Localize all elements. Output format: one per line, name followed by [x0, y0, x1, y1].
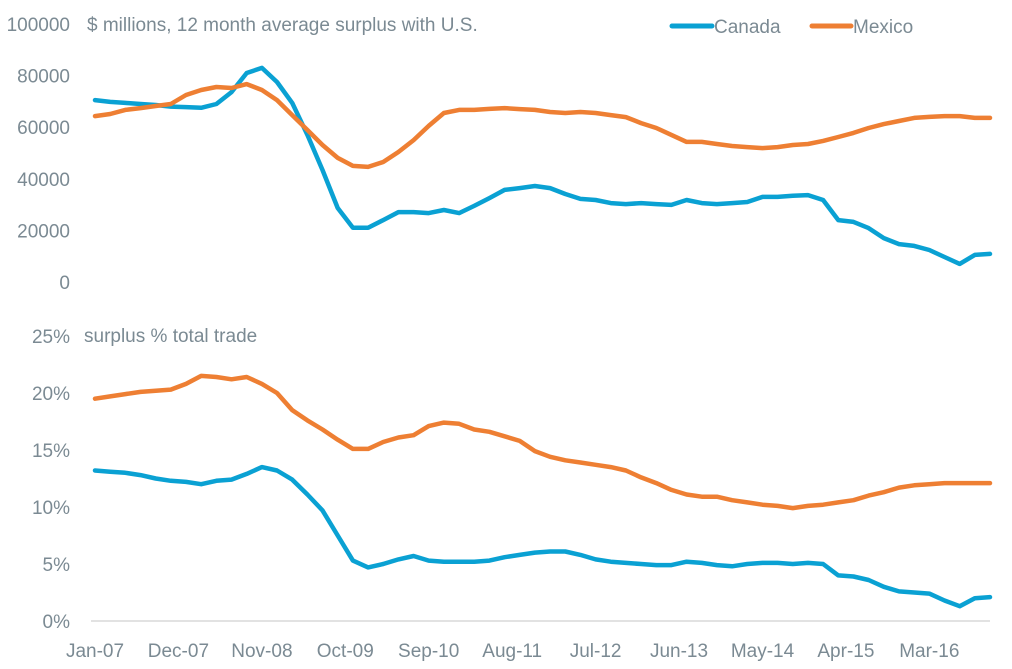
- x-tick-label: Jul-12: [570, 641, 622, 662]
- legend: Canada Mexico: [669, 17, 913, 38]
- top-y-tick-label: 60000: [17, 118, 70, 139]
- bottom-y-tick-label: 20%: [32, 384, 70, 405]
- x-tick-label: Apr-15: [817, 641, 874, 662]
- bottom-line-mexico: [92, 373, 993, 511]
- legend-item-canada: Canada: [669, 17, 781, 38]
- x-tick-label: May-14: [731, 641, 795, 662]
- legend-label-canada: Canada: [714, 17, 781, 38]
- top-y-tick-label: 80000: [17, 67, 70, 88]
- bottom-chart-title: surplus % total trade: [84, 326, 257, 347]
- x-tick-label: Dec-07: [148, 641, 209, 662]
- x-tick-label: Aug-11: [482, 641, 542, 662]
- top-y-tick-label: 40000: [17, 170, 70, 191]
- bottom-y-axis-ticks: 0% 5% 10% 15% 20% 25%: [32, 327, 70, 633]
- top-y-axis-ticks: 0 20000 40000 60000 80000 100000: [7, 15, 70, 294]
- bottom-series-lines: [92, 373, 993, 609]
- legend-item-mexico: Mexico: [809, 17, 913, 38]
- x-tick-label: Mar-16: [899, 641, 959, 662]
- top-chart-title: $ millions, 12 month average surplus wit…: [87, 15, 478, 36]
- legend-label-mexico: Mexico: [853, 17, 913, 38]
- top-y-tick-label: 100000: [7, 15, 70, 36]
- bottom-y-tick-label: 15%: [32, 441, 70, 462]
- top-line-canada: [92, 65, 993, 267]
- top-panel-surplus-millions: 0 20000 40000 60000 80000 100000 $ millions, …: [7, 15, 993, 294]
- bottom-y-tick-label: 0%: [43, 612, 71, 633]
- x-tick-label: Sep-10: [398, 641, 459, 662]
- top-y-tick-label: 20000: [17, 221, 70, 242]
- bottom-y-tick-label: 5%: [43, 555, 71, 576]
- bottom-y-tick-label: 10%: [32, 498, 70, 519]
- bottom-panel-surplus-percent: 0% 5% 10% 15% 20% 25% surplus % total trade J…: [32, 326, 993, 662]
- x-axis-ticks: Jan-07 Dec-07 Nov-08 Oct-09 Sep-10 Aug-11 Jul-…: [66, 641, 959, 662]
- x-tick-label: Nov-08: [231, 641, 292, 662]
- top-y-tick-label: 0: [59, 273, 70, 294]
- top-line-mexico: [92, 81, 993, 170]
- bottom-y-tick-label: 25%: [32, 327, 70, 348]
- x-tick-label: Jun-13: [650, 641, 708, 662]
- top-series-lines: [92, 65, 993, 267]
- x-tick-label: Jan-07: [66, 641, 124, 662]
- bottom-line-canada: [92, 464, 993, 609]
- x-tick-label: Oct-09: [317, 641, 374, 662]
